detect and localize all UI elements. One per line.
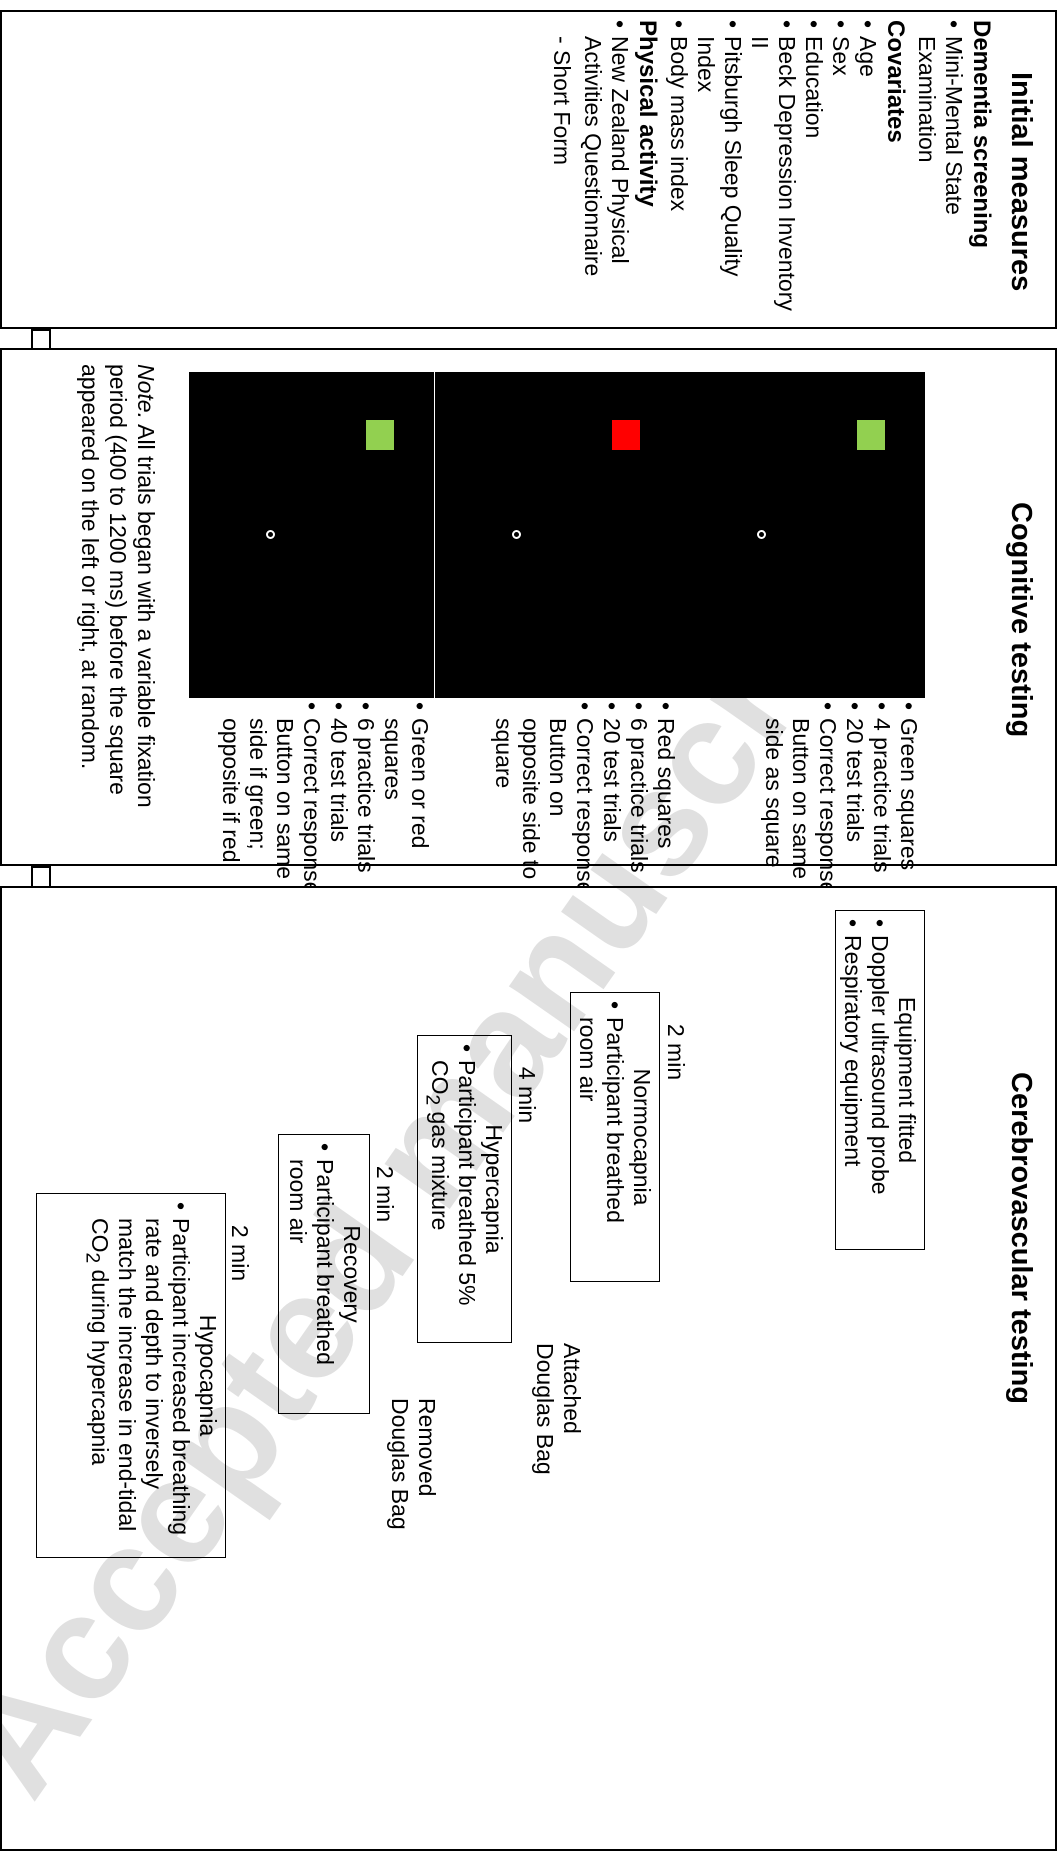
physical-list: New Zealand Physical Activities Question… [579, 20, 633, 320]
list-item: 6 practice trials [352, 702, 379, 902]
list-item: Participant breathed 5% CO2 gas mixture [418, 1044, 480, 1334]
list-item: Beck Depression Inventory II [746, 20, 800, 320]
equipment-list: Doppler ultrasound probe Respiratory equ… [839, 919, 893, 1241]
list-item: Respiratory equipment [839, 919, 866, 1241]
hypocapnia-list: Participant increased breathing rate and… [78, 1202, 194, 1549]
list-item: 4 practice trials [868, 702, 895, 902]
covariates-list: Age Sex Education Beck Depression Invent… [665, 20, 881, 320]
equipment-box: Equipment fitted Doppler ultrasound prob… [835, 910, 925, 1250]
hypercapnia-list: Participant breathed 5% CO2 gas mixture [418, 1044, 480, 1334]
fixation-point [757, 530, 766, 539]
recovery-list: Participant breathed room air [284, 1143, 338, 1405]
stimulus-screen-3 [189, 372, 434, 698]
hypocapnia-duration: 2 min [227, 1224, 253, 1282]
list-item: Participant breathed room air [284, 1143, 338, 1405]
list-item: Participant increased breathing rate and… [78, 1202, 194, 1549]
stimulus-screen-1 [680, 372, 925, 698]
dementia-list: Mini-Mental State Examination [913, 20, 967, 320]
normocapnia-list: Participant breathed room air [574, 1001, 628, 1273]
initial-content: Dementia screening Mini-Mental State Exa… [548, 20, 995, 320]
stimulus-square [366, 420, 394, 450]
removed-label: Removed Douglas Bag [387, 1398, 440, 1530]
recovery-duration: 2 min [372, 1165, 398, 1223]
list-item: Age [854, 20, 881, 320]
stimulus-square [612, 420, 640, 450]
list-item: Education [800, 20, 827, 320]
box-title: Hypocapnia [195, 1314, 221, 1437]
panel-title: Cerebrovascular testing [1005, 1072, 1037, 1405]
covariates-heading: Covariates [882, 20, 909, 143]
note-text: All trials began with a variable fixatio… [77, 364, 159, 808]
hypercapnia-box: Hypercapnia Participant breathed 5% CO2 … [417, 1035, 512, 1343]
hypercapnia-duration: 4 min [514, 1066, 540, 1124]
physical-subitem: - Short Form [549, 36, 575, 166]
box-title: Recovery [339, 1225, 365, 1323]
fixation-point [266, 530, 275, 539]
item-text: during hypercapnia [87, 1263, 113, 1466]
fixation-point [512, 530, 521, 539]
list-item: Doppler ultrasound probe [866, 919, 893, 1241]
stimulus-2-details: Red squares 6 practice trials 20 test tr… [490, 702, 679, 902]
subscript: 2 [421, 1094, 443, 1106]
list-item: Mini-Mental State Examination [913, 20, 967, 320]
list-item: Green or red squares [379, 702, 433, 902]
list-item: Correct response: Button on opposite sid… [490, 702, 598, 902]
dementia-heading: Dementia screening [968, 20, 995, 249]
panel-title: Initial measures [1005, 72, 1037, 292]
stimulus-square [857, 420, 885, 450]
list-item: Participant breathed room air [574, 1001, 628, 1273]
cerebrovascular-testing-panel: Cerebrovascular testing Equipment fitted… [0, 886, 1057, 1851]
list-item: New Zealand Physical Activities Question… [579, 20, 633, 320]
list-item: 6 practice trials [625, 702, 652, 902]
panel-title: Cognitive testing [1005, 502, 1037, 738]
initial-measures-panel: Initial measures Dementia screening Mini… [0, 10, 1057, 329]
list-item: Sex [827, 20, 854, 320]
hypocapnia-box: Hypocapnia Participant increased breathi… [36, 1193, 226, 1558]
note-label: Note. [133, 364, 159, 419]
stimulus-3-details: Green or red squares 6 practice trials 4… [217, 702, 433, 902]
list-item: Red squares [652, 702, 679, 902]
list-item: Correct response: Button on same side if… [217, 702, 325, 902]
cognitive-testing-panel: Cognitive testing Green squares 4 practi… [0, 348, 1057, 901]
box-title: Hypercapnia [481, 1124, 507, 1254]
attached-label: Attached Douglas Bag [532, 1343, 585, 1475]
stimulus-1-details: Green squares 4 practice trials 20 test … [760, 702, 922, 902]
list-item: Body mass index [665, 20, 692, 320]
list-item: 20 test trials [598, 702, 625, 902]
stimulus-screen-2 [435, 372, 680, 698]
list-item: 20 test trials [841, 702, 868, 902]
normocapnia-box: Normocapnia Participant breathed room ai… [570, 992, 660, 1282]
box-title: Normocapnia [629, 1068, 655, 1206]
box-title: Equipment fitted [894, 996, 920, 1164]
list-item: Pitsburgh Sleep Quality Index [692, 20, 746, 320]
subscript: 2 [81, 1252, 103, 1264]
physical-heading: Physical activity [634, 20, 661, 207]
list-item: Green squares [895, 702, 922, 902]
list-item: Correct response: Button on same side as… [760, 702, 841, 902]
item-text: gas mixture [427, 1105, 453, 1231]
list-item: 40 test trials [325, 702, 352, 902]
normocapnia-duration: 2 min [663, 1023, 689, 1081]
recovery-box: Recovery Participant breathed room air [278, 1134, 370, 1414]
note: Note. All trials began with a variable f… [76, 364, 160, 854]
